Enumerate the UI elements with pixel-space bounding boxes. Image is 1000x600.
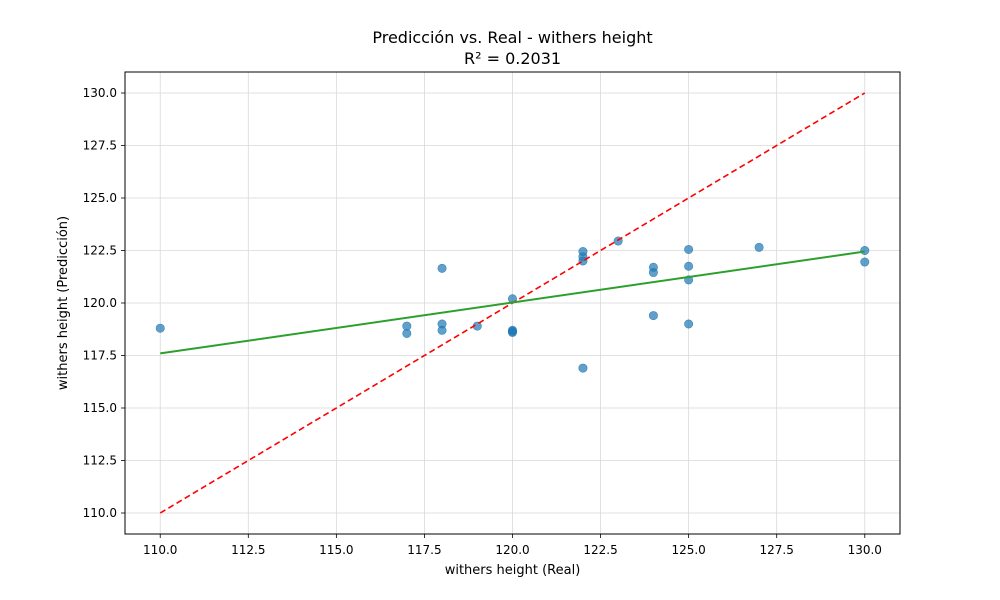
x-axis-ticks: 110.0 112.5 115.0 117.5 120.0 122.5 125.0 127.5… bbox=[143, 534, 882, 557]
x-tick-label: 127.5 bbox=[760, 543, 794, 557]
y-tick-label: 130.0 bbox=[83, 86, 117, 100]
y-tick-label: 120.0 bbox=[83, 296, 117, 310]
data-point bbox=[437, 325, 447, 335]
x-tick-label: 115.0 bbox=[319, 543, 353, 557]
y-tick-label: 122.5 bbox=[83, 244, 117, 258]
data-point bbox=[684, 244, 694, 254]
data-point bbox=[402, 328, 412, 338]
fit-line bbox=[160, 250, 865, 355]
x-axis-label: withers height (Real) bbox=[445, 563, 581, 578]
x-tick-label: 122.5 bbox=[583, 543, 617, 557]
y-tick-label: 127.5 bbox=[83, 139, 117, 153]
y-axis-ticks: 110.0 112.5 115.0 117.5 120.0 122.5 125.0 127.5… bbox=[83, 86, 125, 520]
x-tick-label: 130.0 bbox=[848, 543, 882, 557]
y-tick-label: 117.5 bbox=[83, 349, 117, 363]
x-tick-label: 112.5 bbox=[231, 543, 265, 557]
data-point bbox=[684, 319, 694, 329]
x-tick-label: 125.0 bbox=[671, 543, 705, 557]
data-point bbox=[860, 246, 870, 256]
chart-subtitle: R² = 0.2031 bbox=[464, 49, 561, 68]
data-point bbox=[578, 363, 588, 373]
data-point bbox=[754, 242, 764, 252]
x-tick-label: 120.0 bbox=[495, 543, 529, 557]
y-axis-label: withers height (Predicción) bbox=[56, 216, 71, 390]
y-tick-label: 112.5 bbox=[83, 454, 117, 468]
chart-title: Predicción vs. Real - withers height bbox=[372, 28, 652, 47]
data-point bbox=[648, 311, 658, 321]
data-point bbox=[860, 257, 870, 267]
data-point bbox=[437, 263, 447, 273]
data-point bbox=[507, 326, 517, 336]
y-tick-label: 110.0 bbox=[83, 506, 117, 520]
data-point bbox=[155, 323, 165, 333]
y-tick-label: 115.0 bbox=[83, 401, 117, 415]
x-tick-label: 117.5 bbox=[407, 543, 441, 557]
x-tick-label: 110.0 bbox=[143, 543, 177, 557]
plot-area bbox=[155, 92, 870, 514]
data-point bbox=[648, 268, 658, 278]
data-point bbox=[684, 261, 694, 271]
y-tick-label: 125.0 bbox=[83, 191, 117, 205]
